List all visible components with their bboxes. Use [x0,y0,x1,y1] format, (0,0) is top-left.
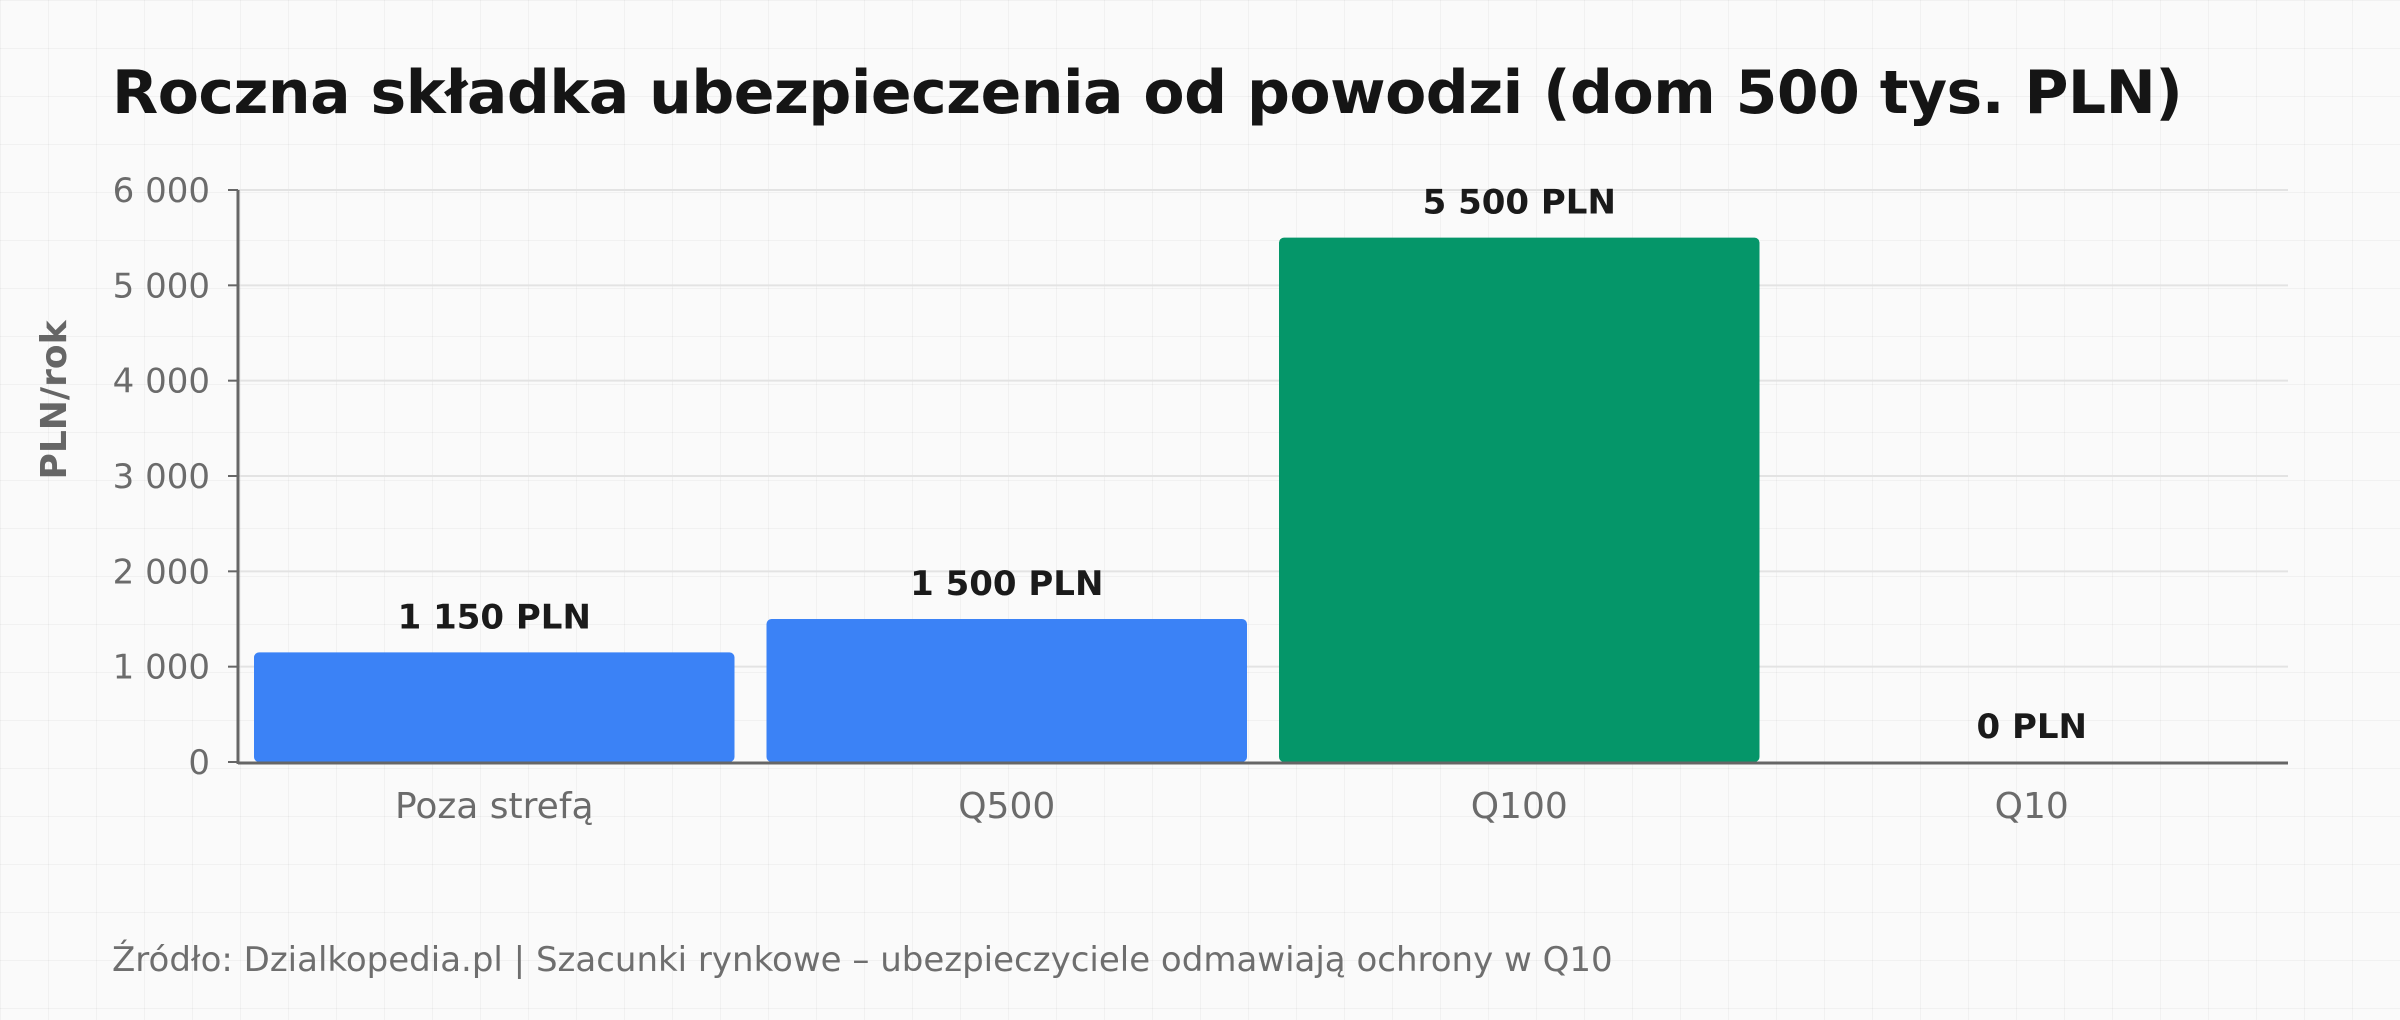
data-label: 1 150 PLN [398,597,591,637]
bar [766,619,1247,762]
y-tick-label: 1 000 [113,648,210,688]
y-tick-label: 0 [188,743,210,783]
x-category-label: Q500 [958,786,1055,827]
y-tick-label: 3 000 [113,457,210,497]
data-labels: 1 150 PLN 1 500 PLN 5 500 PLN 0 PLN [398,183,2087,747]
bar [254,652,735,762]
y-tick-label: 4 000 [113,362,210,402]
x-category-labels: Poza strefą Q500 Q100 Q10 [395,786,2069,827]
data-label: 0 PLN [1976,707,2087,747]
y-tick-label: 6 000 [113,171,210,211]
x-category-label: Q10 [1995,786,2069,827]
source-note: Źródło: Dzialkopedia.pl | Szacunki rynko… [112,940,1613,980]
x-category-label: Q100 [1471,786,1568,827]
bar-chart: 0 1 000 2 000 3 000 4 000 5 000 6 000 Poza str… [34,171,2288,827]
chart-title: Roczna składka ubezpieczenia od powodzi … [112,58,2183,128]
y-tick-labels: 0 1 000 2 000 3 000 4 000 5 000 6 000 [113,171,238,783]
data-label: 5 500 PLN [1423,183,1616,223]
bar [1279,237,1760,762]
y-tick-label: 2 000 [113,552,210,592]
bars [254,237,1760,762]
data-label: 1 500 PLN [910,564,1103,604]
x-category-label: Poza strefą [395,786,594,827]
y-axis-title: PLN/rok [34,319,75,479]
grid-lines [238,189,2288,668]
y-tick-label: 5 000 [113,266,210,306]
